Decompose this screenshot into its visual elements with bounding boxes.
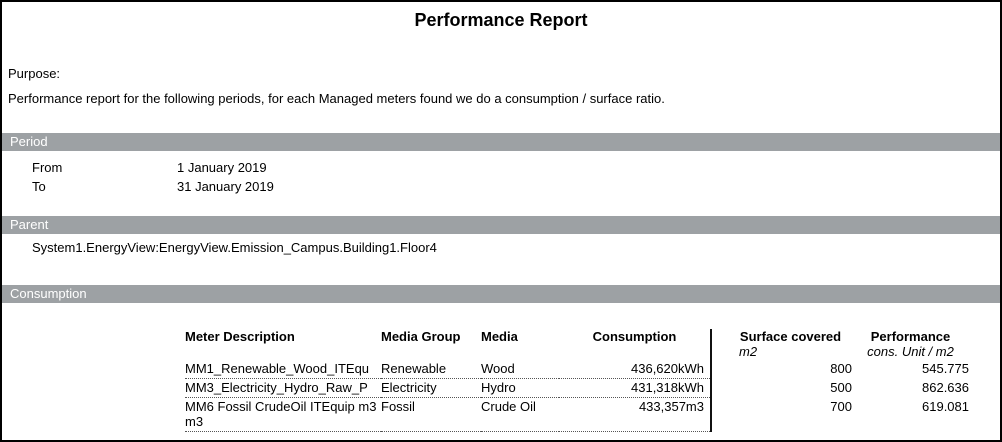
cell-consumption: 436,620kWh bbox=[559, 360, 711, 379]
period-from-label: From bbox=[32, 160, 63, 175]
cell-surface-covered: 700 bbox=[830, 398, 852, 414]
section-header-parent: Parent bbox=[2, 216, 1000, 234]
cell-media-group: Fossil bbox=[381, 397, 481, 432]
section-header-period: Period bbox=[2, 133, 1000, 151]
cell-performance: 862.636 bbox=[922, 379, 969, 395]
cell-surface-covered: 500 bbox=[830, 379, 852, 395]
table-row: MM6 Fossil CrudeOil ITEquip m3 m3 Fossil… bbox=[185, 397, 969, 432]
cell-media-group: Electricity bbox=[381, 378, 481, 398]
cell-meter-description: MM3_Electricity_Hydro_Raw_P bbox=[185, 378, 381, 398]
cell-consumption: 431,318kWh bbox=[559, 378, 711, 398]
cell-media: Crude Oil bbox=[481, 397, 559, 432]
cell-media-group: Renewable bbox=[381, 360, 481, 379]
cell-performance: 619.081 bbox=[922, 398, 969, 414]
period-from-row: From 1 January 2019 bbox=[32, 158, 1000, 177]
cell-surface-covered: 800 bbox=[830, 361, 852, 376]
column-header-consumption: Consumption bbox=[592, 329, 677, 344]
table-column-divider bbox=[710, 397, 729, 432]
column-header-media: Media bbox=[481, 329, 518, 344]
purpose-label: Purpose: bbox=[8, 66, 61, 81]
page-title: Performance Report bbox=[414, 10, 588, 30]
column-header-media-group: Media Group bbox=[381, 329, 461, 344]
cell-media: Wood bbox=[481, 360, 559, 379]
cell-meter-description: MM1_Renewable_Wood_ITEqu bbox=[185, 360, 381, 379]
section-header-consumption: Consumption bbox=[2, 285, 1000, 303]
period-to-label: To bbox=[32, 179, 46, 194]
surface-covered-unit: m2 bbox=[739, 344, 758, 359]
cell-media: Hydro bbox=[481, 378, 559, 398]
table-column-divider bbox=[710, 378, 729, 398]
column-header-meter-description: Meter Description bbox=[185, 329, 295, 344]
performance-label: Performance bbox=[870, 329, 951, 344]
cell-meter-description: MM6 Fossil CrudeOil ITEquip m3 m3 bbox=[185, 397, 381, 432]
cell-performance: 545.775 bbox=[922, 361, 969, 376]
column-header-surface-covered: Surface covered m2 bbox=[729, 329, 852, 360]
consumption-table: Meter Description Media Group Media Cons… bbox=[185, 329, 969, 432]
column-header-performance: Performance cons. Unit / m2 bbox=[852, 329, 969, 360]
table-column-divider bbox=[710, 329, 729, 360]
period-from-value: 1 January 2019 bbox=[177, 160, 267, 175]
table-row: MM1_Renewable_Wood_ITEqu Renewable Wood … bbox=[185, 360, 969, 379]
surface-covered-label: Surface covered bbox=[739, 329, 842, 344]
purpose-text: Performance report for the following per… bbox=[8, 91, 665, 106]
period-to-row: To 31 January 2019 bbox=[32, 177, 1000, 196]
performance-unit: cons. Unit / m2 bbox=[867, 344, 954, 359]
period-to-value: 31 January 2019 bbox=[177, 179, 274, 194]
table-column-divider bbox=[710, 360, 729, 379]
table-header-row: Meter Description Media Group Media Cons… bbox=[185, 329, 969, 360]
table-row: MM3_Electricity_Hydro_Raw_P Electricity … bbox=[185, 378, 969, 398]
parent-path: System1.EnergyView:EnergyView.Emission_C… bbox=[32, 240, 437, 255]
cell-consumption: 433,357m3 bbox=[559, 397, 711, 432]
